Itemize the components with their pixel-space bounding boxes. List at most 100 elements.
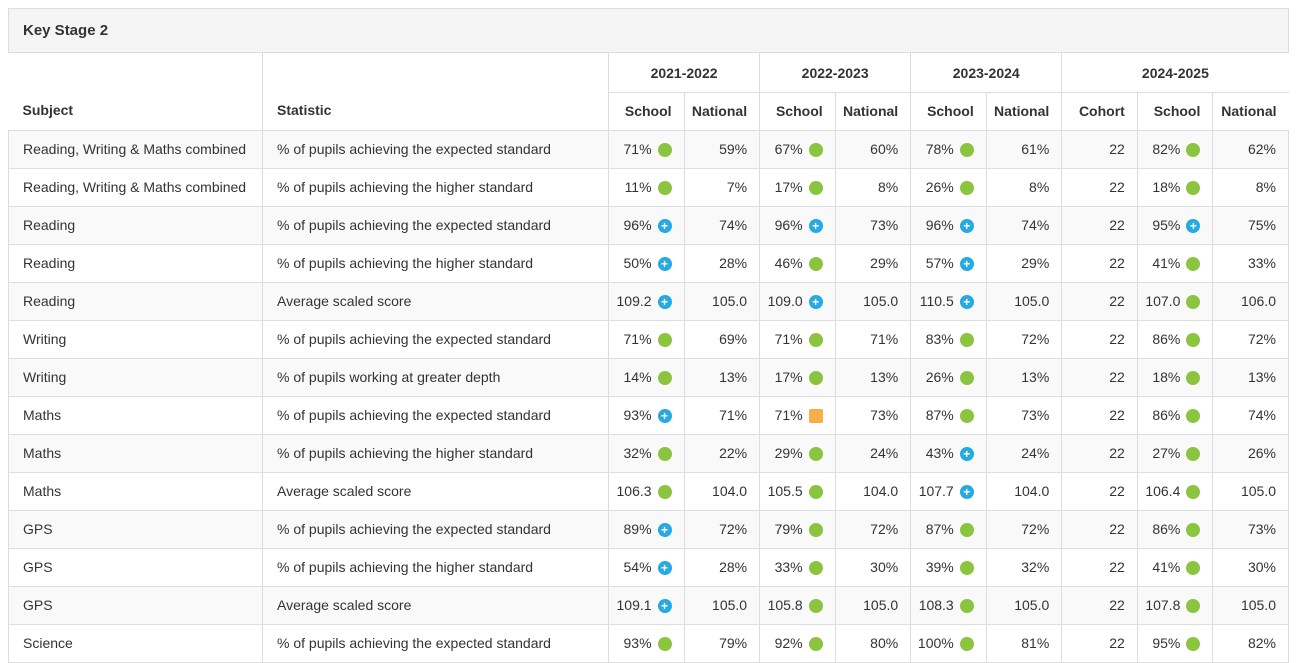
cell-value: 69% bbox=[719, 331, 748, 347]
cell-value: 73% bbox=[1021, 407, 1050, 423]
cell-value: 26% bbox=[925, 179, 954, 195]
value-cell: 26% bbox=[910, 358, 987, 397]
cell-value: 41% bbox=[1152, 559, 1181, 575]
green-circle-icon bbox=[1186, 371, 1201, 385]
cell-value: 71% bbox=[623, 331, 652, 347]
cell-value: 22 bbox=[1109, 597, 1125, 613]
cell-value: 13% bbox=[719, 369, 748, 385]
cell-value: 22 bbox=[1109, 331, 1125, 347]
cell-value: 74% bbox=[719, 217, 748, 233]
value-cell: 105.0 bbox=[1212, 472, 1289, 511]
cell-value: 30% bbox=[870, 559, 899, 575]
value-cell: 33% bbox=[759, 548, 836, 587]
cell-value: 24% bbox=[870, 445, 899, 461]
value-cell: 8% bbox=[834, 168, 912, 207]
cell-value: 72% bbox=[870, 521, 899, 537]
value-cell: 72% bbox=[1212, 320, 1289, 359]
value-cell: 22 bbox=[1061, 548, 1138, 587]
value-cell: 22 bbox=[1061, 130, 1138, 169]
cell-value: 50% bbox=[623, 255, 652, 271]
value-cell: 107.0 bbox=[1136, 282, 1214, 321]
cell-value: 104.0 bbox=[1014, 483, 1050, 499]
cell-value: 18% bbox=[1152, 369, 1181, 385]
subject-cell: Maths bbox=[8, 472, 263, 511]
value-cell: 105.5 bbox=[759, 472, 836, 511]
cell-value: 100% bbox=[917, 635, 954, 651]
value-cell: 96% bbox=[910, 206, 987, 245]
cell-value: 54% bbox=[623, 559, 652, 575]
subject-cell: Writing bbox=[8, 358, 263, 397]
cell-value: 105.0 bbox=[1240, 483, 1276, 499]
value-cell: 13% bbox=[985, 358, 1063, 397]
blue-plus-icon bbox=[959, 447, 974, 461]
value-cell: 62% bbox=[1212, 130, 1289, 169]
cell-value: 43% bbox=[925, 445, 954, 461]
value-cell: 73% bbox=[834, 396, 912, 435]
cell-value: 107.7 bbox=[918, 483, 954, 499]
value-cell: 59% bbox=[683, 130, 761, 169]
value-cell: 60% bbox=[834, 130, 912, 169]
value-cell: 61% bbox=[985, 130, 1063, 169]
green-circle-icon bbox=[959, 371, 974, 385]
value-cell: 79% bbox=[759, 510, 836, 549]
sub-header-cohort: Cohort bbox=[1061, 92, 1138, 131]
subject-cell: Maths bbox=[8, 396, 263, 435]
green-circle-icon bbox=[657, 143, 672, 157]
green-circle-icon bbox=[808, 561, 823, 575]
sub-header-national: National bbox=[985, 92, 1062, 131]
value-cell: 69% bbox=[683, 320, 761, 359]
value-cell: 79% bbox=[683, 624, 761, 663]
year-header: 2023-2024 bbox=[910, 53, 1062, 93]
cell-value: 22 bbox=[1109, 521, 1125, 537]
value-cell: 72% bbox=[834, 510, 912, 549]
cell-value: 73% bbox=[870, 217, 899, 233]
value-cell: 71% bbox=[608, 130, 685, 169]
statistic-cell: Average scaled score bbox=[262, 586, 609, 625]
blue-plus-icon bbox=[657, 599, 672, 613]
sub-header-school: School bbox=[759, 92, 836, 131]
cell-value: 81% bbox=[1021, 635, 1050, 651]
cell-value: 72% bbox=[719, 521, 748, 537]
statistic-cell: Average scaled score bbox=[262, 472, 609, 511]
statistic-cell: % of pupils achieving the expected stand… bbox=[262, 624, 609, 663]
statistic-cell: % of pupils achieving the higher standar… bbox=[262, 434, 609, 473]
cell-value: 57% bbox=[925, 255, 954, 271]
cell-value: 87% bbox=[925, 521, 954, 537]
cell-value: 8% bbox=[1029, 179, 1050, 195]
cell-value: 32% bbox=[1021, 559, 1050, 575]
statistic-cell: % of pupils achieving the expected stand… bbox=[262, 130, 609, 169]
value-cell: 104.0 bbox=[985, 472, 1063, 511]
cell-value: 74% bbox=[1247, 407, 1276, 423]
cell-value: 105.0 bbox=[863, 597, 899, 613]
cell-value: 33% bbox=[1247, 255, 1276, 271]
value-cell: 109.2 bbox=[608, 282, 685, 321]
value-cell: 22 bbox=[1061, 358, 1138, 397]
value-cell: 105.0 bbox=[834, 586, 912, 625]
cell-value: 105.0 bbox=[1014, 293, 1050, 309]
value-cell: 104.0 bbox=[834, 472, 912, 511]
cell-value: 96% bbox=[774, 217, 803, 233]
year-header-row: Subject Statistic 2021-2022 2022-2023 2023… bbox=[8, 53, 1289, 131]
cell-value: 110.5 bbox=[919, 293, 954, 309]
year-header: 2022-2023 bbox=[759, 53, 911, 93]
value-cell: 11% bbox=[608, 168, 685, 207]
value-cell: 105.0 bbox=[683, 586, 761, 625]
value-cell: 22 bbox=[1061, 396, 1138, 435]
value-cell: 87% bbox=[910, 396, 987, 435]
cell-value: 95% bbox=[1152, 217, 1181, 233]
green-circle-icon bbox=[1186, 257, 1201, 271]
value-cell: 71% bbox=[683, 396, 761, 435]
cell-value: 95% bbox=[1152, 635, 1181, 651]
value-cell: 32% bbox=[985, 548, 1063, 587]
cell-value: 106.3 bbox=[616, 483, 652, 499]
table-row: Writing% of pupils working at greater de… bbox=[8, 358, 1289, 397]
cell-value: 105.0 bbox=[1014, 597, 1050, 613]
value-cell: 106.4 bbox=[1136, 472, 1214, 511]
value-cell: 8% bbox=[1212, 168, 1289, 207]
value-cell: 107.8 bbox=[1136, 586, 1214, 625]
cell-value: 13% bbox=[1021, 369, 1050, 385]
green-circle-icon bbox=[808, 143, 823, 157]
value-cell: 95% bbox=[1136, 624, 1214, 663]
cell-value: 8% bbox=[1255, 179, 1276, 195]
value-cell: 43% bbox=[910, 434, 987, 473]
